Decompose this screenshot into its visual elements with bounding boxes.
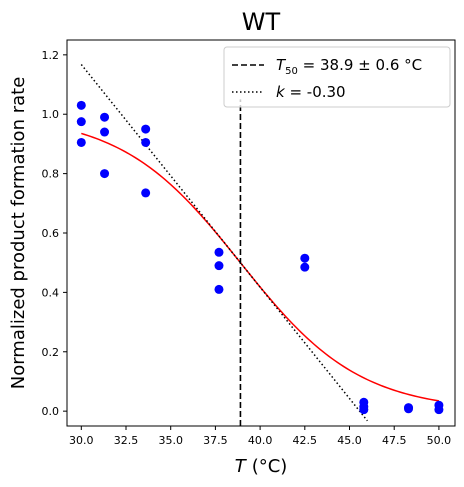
plot-area [76,64,444,426]
y-tick-label: 0.8 [42,168,60,181]
data-point [359,405,369,415]
data-point [214,261,224,271]
data-point [76,100,86,110]
x-tick-label: 32.5 [114,434,139,447]
data-point [214,247,224,257]
legend-k-value: = -0.30 [285,83,346,101]
legend-entry-t50: T50 = 38.9 ± 0.6 °C [276,56,422,77]
data-point [434,405,444,415]
data-point [141,137,151,147]
x-axis-label: T (°C) [235,456,288,477]
x-axis-unit: (°C) [252,456,288,477]
legend-k-symbol: k [276,83,286,101]
x-tick-label: 42.5 [293,434,318,447]
data-point [76,137,86,147]
plot-content [76,64,444,426]
chart-title: WT [242,8,281,36]
data-point [141,124,151,134]
legend-t50-subscript: 50 [285,66,298,77]
legend: T50 = 38.9 ± 0.6 °C k = -0.30 [223,46,451,108]
x-tick-label: 45.0 [337,434,362,447]
legend-t50-symbol: T [276,56,287,74]
tangent-line-k [80,64,368,422]
y-tick-label: 0.0 [42,405,60,418]
data-point [100,169,110,179]
data-point [141,188,151,198]
y-tick-label: 1.0 [42,108,60,121]
data-point [404,404,414,414]
legend-t50-value: = 38.9 ± 0.6 °C [298,56,422,74]
x-tick-label: 35.0 [158,434,183,447]
data-point [214,284,224,294]
x-tick-label: 50.0 [427,434,452,447]
data-point [100,112,110,122]
y-axis-label: Normalized product formation rate [8,77,29,390]
data-point [76,117,86,127]
data-point [100,127,110,137]
y-tick-label: 0.2 [42,346,60,359]
axes: 30.0 32.5 35.0 37.5 40.0 42.5 45.0 47.5 50.0 0.0 0… [42,39,456,447]
x-axis-symbol: T [235,456,248,477]
y-tick-label: 0.6 [42,227,60,240]
data-point [300,253,310,263]
x-tick-label: 40.0 [248,434,273,447]
x-tick-label: 30.0 [69,434,94,447]
y-tick-label: 0.4 [42,286,60,299]
legend-box [223,46,451,108]
y-tick-label: 1.2 [42,49,60,62]
x-tick-label: 47.5 [382,434,407,447]
data-point [300,262,310,272]
legend-entry-k: k = -0.30 [276,83,346,101]
x-tick-label: 37.5 [203,434,228,447]
